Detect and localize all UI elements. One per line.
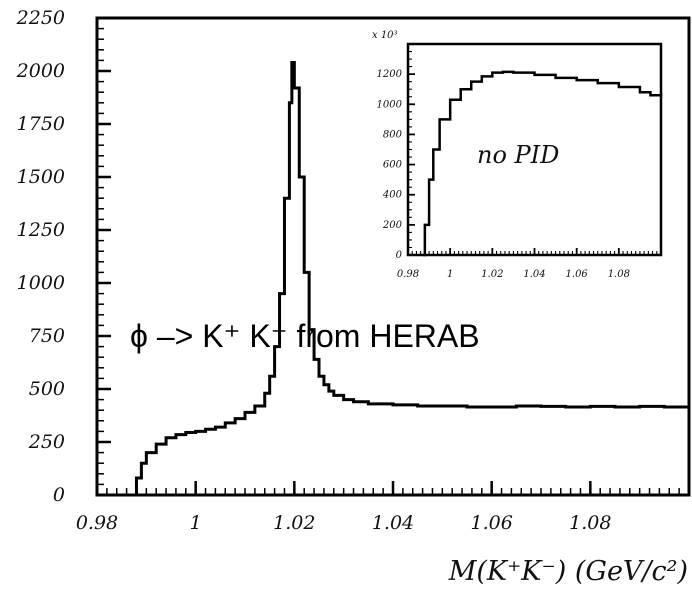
inset-tick-marks — [407, 43, 662, 256]
x-axis-label: M(K⁺K⁻) (GeV/c²) — [448, 556, 688, 587]
x-tick-label: 0.98 — [397, 269, 419, 280]
x-tick-label: 1.08 — [608, 269, 630, 280]
inset-y-scale-label: x 10³ — [372, 30, 398, 41]
inset-y-tick-labels: 0 200 400 600 800 1000 1200 — [377, 69, 403, 261]
y-tick-label: 400 — [382, 190, 403, 201]
y-tick-label: 0 — [396, 250, 403, 261]
main-histogram-series — [131, 61, 691, 497]
y-tick-label: 200 — [382, 220, 403, 231]
x-tick-label: 1.02 — [273, 512, 315, 534]
inset-histogram-series — [422, 70, 663, 257]
y-tick-label: 500 — [29, 378, 65, 400]
x-tick-label: 1 — [190, 512, 202, 534]
inset-x-tick-labels: 0.98 1 1.02 1.04 1.06 1.08 — [397, 269, 630, 280]
x-tick-label: 1.08 — [569, 512, 611, 534]
inset-annotation: no PID — [477, 141, 559, 169]
y-tick-label: 800 — [383, 129, 403, 140]
main-x-tick-labels: 0.98 1 1.02 1.04 1.06 1.08 — [76, 512, 612, 534]
y-tick-label: 1200 — [377, 69, 403, 80]
x-tick-label: 1.06 — [566, 269, 589, 280]
main-y-tick-labels: 0 250 500 750 1000 1250 1500 1750 2000 2250 — [16, 7, 65, 506]
y-tick-label: 2250 — [16, 7, 65, 29]
y-tick-label: 750 — [29, 325, 65, 347]
main-annotation: ϕ –> K⁺ K⁻ from HERAB — [130, 318, 480, 354]
x-tick-label: 1.02 — [481, 269, 503, 280]
x-tick-label: 1.04 — [372, 512, 414, 534]
y-tick-label: 2000 — [16, 60, 65, 82]
y-tick-label: 0 — [53, 484, 65, 506]
y-tick-label: 1250 — [17, 219, 65, 241]
y-tick-label: 1500 — [17, 166, 65, 188]
y-tick-label: 600 — [383, 160, 403, 171]
x-tick-label: 0.98 — [76, 512, 118, 534]
main-tick-marks — [95, 16, 690, 497]
y-tick-label: 1000 — [377, 99, 403, 110]
x-tick-label: 1.06 — [471, 512, 513, 534]
y-tick-label: 1750 — [17, 113, 65, 135]
y-tick-label: 1000 — [17, 272, 65, 294]
y-tick-label: 250 — [28, 431, 65, 453]
x-tick-label: 1.04 — [523, 269, 545, 280]
x-tick-label: 1 — [447, 269, 453, 280]
